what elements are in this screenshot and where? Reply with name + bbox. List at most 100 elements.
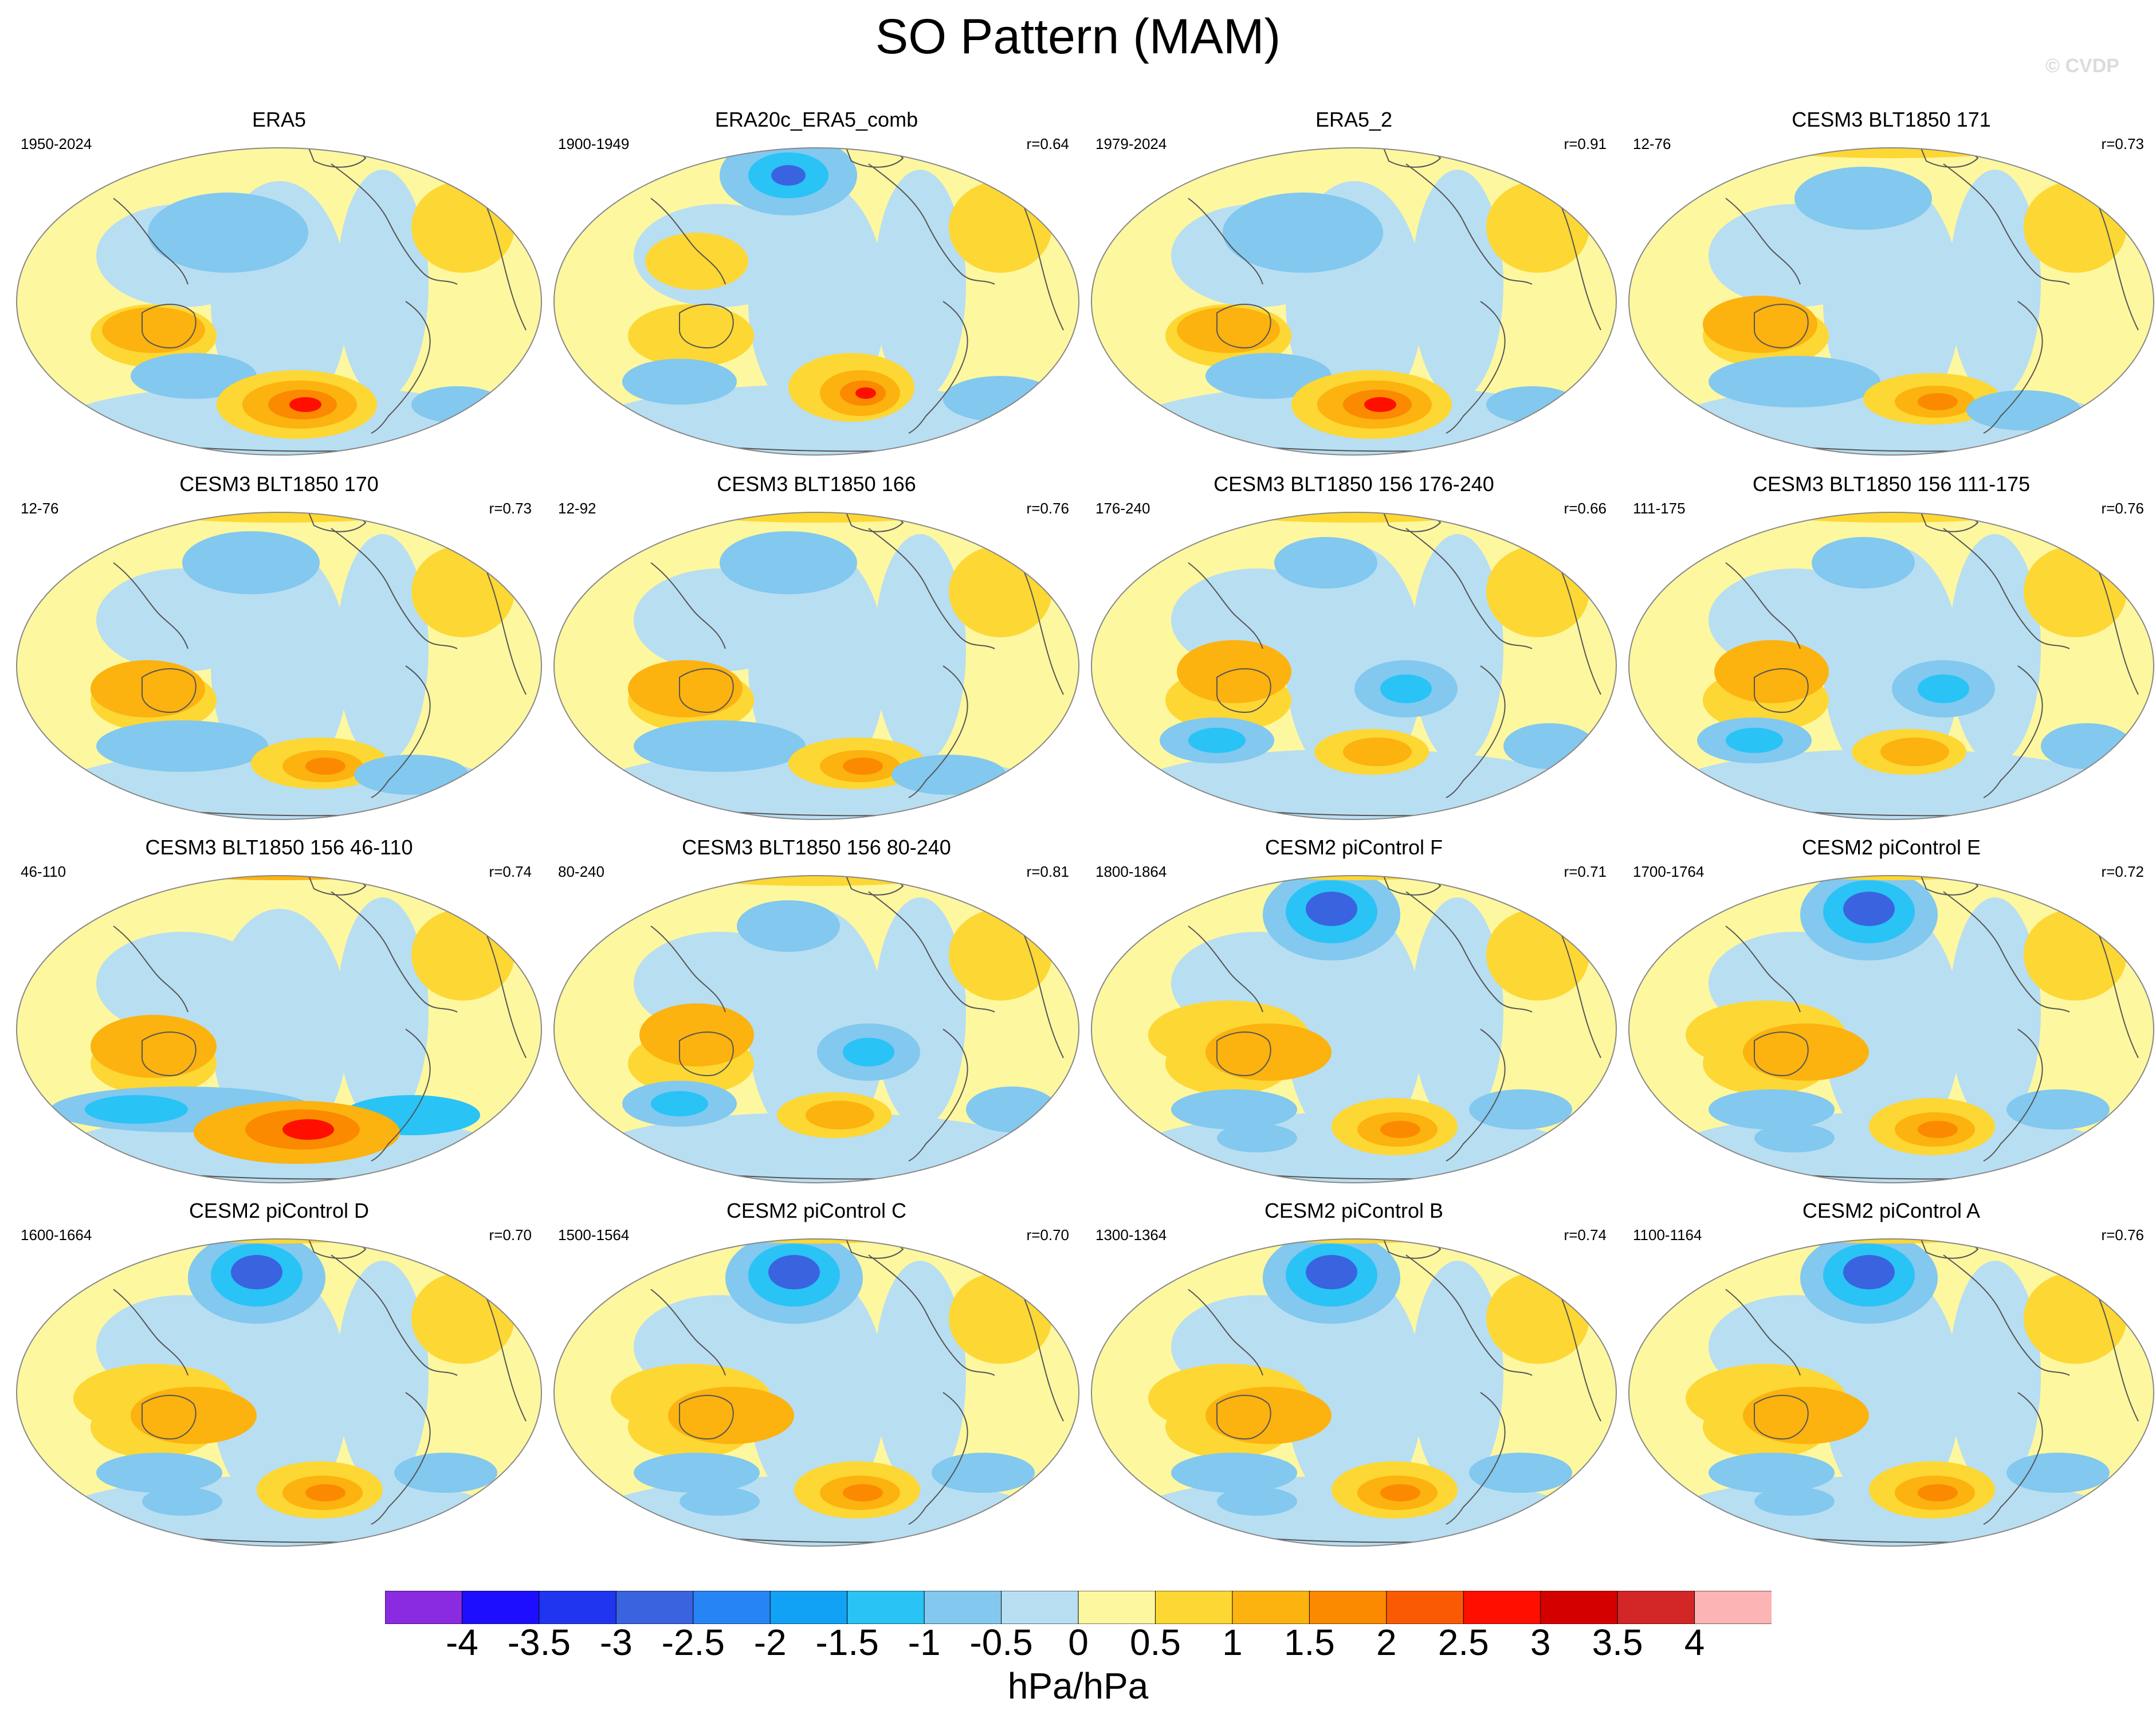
coastline (1754, 304, 1809, 348)
coastline (1920, 876, 1978, 896)
contour-region (1880, 738, 1949, 766)
coastline (1017, 556, 1064, 695)
colorbar-tick-label: 1.5 (1283, 1622, 1335, 1663)
panel-period: 111-175 (1633, 500, 1686, 517)
colorbar (385, 1591, 1772, 1624)
coastline (371, 1029, 431, 1162)
colorbar-swatch (1078, 1591, 1156, 1624)
coastline (1446, 1392, 1506, 1525)
map-panel: CESM2 piControl E 1700-1764 r=0.72 (1623, 836, 2156, 1195)
contour-region (639, 1003, 754, 1066)
contour-region (2024, 1272, 2127, 1364)
robinson-map (1091, 512, 1617, 820)
contour-region (1709, 1453, 1835, 1493)
map-panel: CESM3 BLT1850 156 111-175 111-175 r=0.76 (1623, 472, 2156, 832)
panel-correlation: r=0.76 (2101, 1226, 2144, 1244)
contour-region (874, 170, 966, 399)
contour-region (949, 181, 1052, 273)
coastline (1188, 198, 1263, 285)
contour-region (1754, 1487, 1835, 1516)
colorbar-tick-label: -1 (908, 1622, 941, 1663)
map-panel: CESM2 piControl F 1800-1864 r=0.71 (1085, 836, 1623, 1195)
panel-correlation: r=0.76 (2101, 500, 2144, 517)
coastline (1188, 925, 1263, 1013)
coastline (1943, 891, 2070, 1013)
contour-region (91, 1015, 217, 1078)
robinson-map (553, 512, 1079, 820)
coastline (1725, 198, 1801, 285)
contour-region (1703, 296, 1817, 353)
contour-region (628, 660, 743, 717)
panel-period: 12-76 (1633, 135, 1671, 152)
contour-region (1469, 1089, 1572, 1129)
panel-period: 12-76 (21, 500, 59, 517)
map-panel: CESM3 BLT1850 156 46-110 46-110 r=0.74 (10, 836, 548, 1195)
contour-region (874, 534, 966, 763)
panel-period: 1800-1864 (1095, 863, 1167, 880)
map-outline (16, 1238, 542, 1547)
coastline (1554, 556, 1601, 695)
map-outline (1628, 512, 2154, 820)
colorbar-swatch (924, 1591, 1002, 1624)
map-outline (553, 875, 1079, 1183)
coastline (308, 148, 366, 168)
contour-region (305, 758, 345, 775)
coastline (113, 562, 188, 649)
contour-region (768, 1255, 820, 1289)
panel-correlation: r=0.66 (1564, 500, 1607, 517)
contour-region (2024, 181, 2127, 273)
contour-region (874, 1261, 966, 1490)
coastline (331, 1254, 458, 1376)
panel-correlation: r=0.81 (1026, 863, 1069, 880)
contour-region (411, 181, 515, 273)
coastline (1216, 1395, 1271, 1440)
contour-region (1380, 674, 1432, 703)
coastline (650, 1289, 726, 1376)
colorbar-swatch (1154, 1591, 1233, 1624)
coastline (1017, 920, 1064, 1058)
colorbar-swatch (1232, 1591, 1310, 1624)
coastline (908, 665, 968, 798)
map-panel: CESM3 BLT1850 156 80-240 80-240 r=0.81 (548, 836, 1085, 1195)
coastline (1983, 1029, 2043, 1162)
coastline (142, 668, 197, 713)
coastline (1983, 301, 2043, 434)
contour-region (131, 353, 257, 399)
panel-correlation: r=0.76 (1026, 500, 1069, 517)
coastline (1754, 1031, 1809, 1076)
coastline (1405, 891, 1533, 1013)
contour-region (1412, 1261, 1503, 1490)
contour-region (1949, 897, 2041, 1127)
colorbar-units: hPa/hPa (1007, 1665, 1149, 1707)
robinson-map (1091, 875, 1617, 1183)
robinson-map (1091, 147, 1617, 456)
contour-region (1918, 393, 1958, 410)
panel-correlation: r=0.64 (1026, 135, 1069, 152)
coastline (2092, 556, 2139, 695)
contour-region (1726, 728, 1783, 753)
panel-correlation: r=0.73 (2101, 135, 2144, 152)
panel-correlation: r=0.91 (1564, 135, 1607, 152)
panel-title: CESM3 BLT1850 156 80-240 (682, 836, 951, 859)
coastline (113, 198, 188, 285)
contour-region (289, 397, 321, 412)
contour-region (1966, 390, 2081, 430)
contour-region (337, 170, 429, 399)
map-outline (1628, 147, 2154, 456)
contour-region (843, 1038, 894, 1066)
contour-region (1306, 1255, 1357, 1289)
coastline (1017, 1283, 1064, 1422)
robinson-map (16, 512, 542, 820)
coastline (1383, 148, 1441, 168)
contour-region (1503, 723, 1595, 769)
coastline (1188, 1289, 1263, 1376)
panel-period: 1100-1164 (1633, 1226, 1702, 1244)
coastline (1017, 192, 1064, 331)
map-panel: CESM3 BLT1850 171 12-76 r=0.73 (1623, 108, 2156, 468)
contour-region (411, 1272, 515, 1364)
contour-region (337, 1261, 429, 1490)
contour-region (668, 1387, 794, 1444)
contour-region (2041, 723, 2133, 769)
contour-region (1171, 1089, 1297, 1129)
coastline (1943, 528, 2070, 649)
